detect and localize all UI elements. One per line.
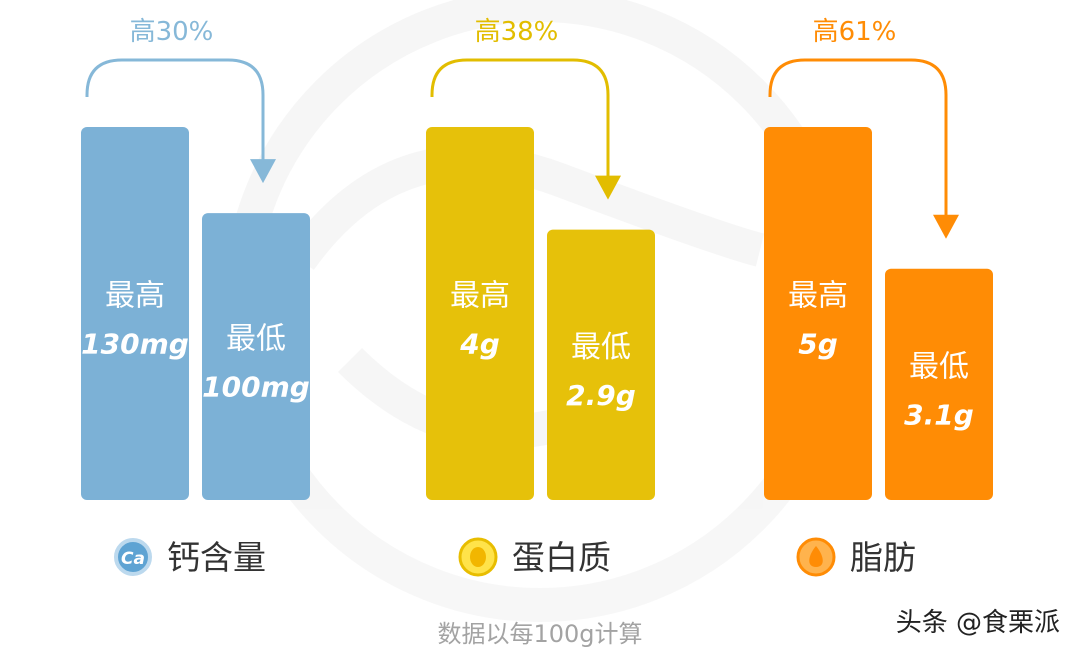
fat-oil-drop-icon xyxy=(796,537,836,577)
difference-label: 高30% xyxy=(130,17,214,47)
calcium-icon: Ca xyxy=(114,538,152,576)
bar-label: 最高 xyxy=(105,279,165,314)
arrow-head xyxy=(250,159,276,184)
arrow-head xyxy=(595,175,621,200)
bar-highest xyxy=(426,127,534,500)
category-label: 脂肪 xyxy=(850,538,916,577)
bar-label: 最高 xyxy=(788,279,848,314)
bar-value-label: 100mg xyxy=(202,371,310,404)
bar-label: 最高 xyxy=(450,279,510,314)
bar-highest xyxy=(764,127,872,500)
category-label: 钙含量 xyxy=(167,538,266,577)
bar-label: 最低 xyxy=(226,322,286,357)
bar-highest xyxy=(81,127,189,500)
nutrient-group: 最高 130mg 最低 100mg 高30% Ca 钙含量 xyxy=(81,17,310,577)
footnote: 数据以每100g计算 xyxy=(437,620,643,648)
difference-arrow xyxy=(768,58,948,217)
bar-value-label: 2.9g xyxy=(566,379,636,412)
bar-value-label: 3.1g xyxy=(904,398,974,431)
bar-lowest xyxy=(547,229,655,500)
bar-value-label: 5g xyxy=(798,328,838,361)
background-watermark-logo xyxy=(223,0,857,622)
difference-label: 高61% xyxy=(813,17,897,47)
bar-value-label: 130mg xyxy=(81,328,189,361)
bar-label: 最低 xyxy=(571,330,631,365)
difference-label: 高38% xyxy=(475,17,559,47)
icon-text: Ca xyxy=(121,549,145,569)
bar-value-label: 4g xyxy=(459,328,500,361)
category-label: 蛋白质 xyxy=(512,538,611,577)
bar-lowest xyxy=(202,213,310,501)
bar-label: 最低 xyxy=(909,349,969,384)
arrow-head xyxy=(933,214,959,239)
difference-arrow xyxy=(430,58,610,178)
watermark: 头条 @食栗派 xyxy=(895,608,1060,638)
bar-lowest xyxy=(885,268,993,500)
nutrient-group: 最高 5g 最低 3.1g 高61% 脂肪 xyxy=(764,17,993,577)
protein-egg-icon xyxy=(458,537,498,577)
difference-arrow xyxy=(85,58,265,162)
nutrient-group: 最高 4g 最低 2.9g 高38% 蛋白质 xyxy=(426,17,655,577)
